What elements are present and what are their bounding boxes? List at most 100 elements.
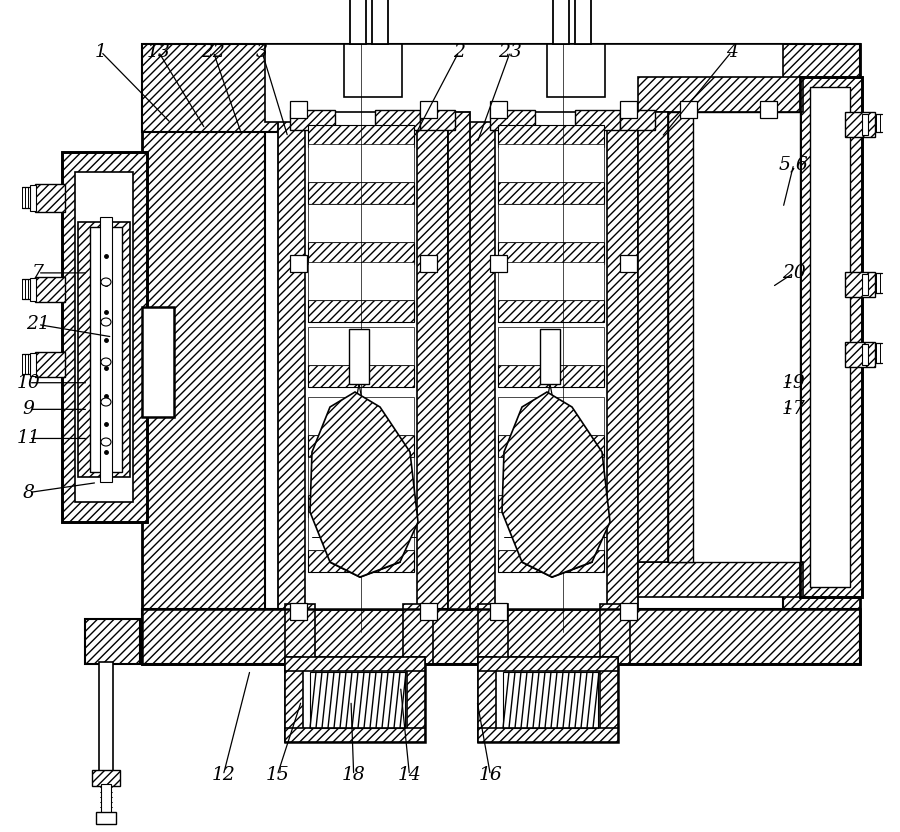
Bar	[420, 110, 455, 130]
Bar	[308, 495, 414, 517]
Bar	[845, 342, 875, 367]
Text: 13: 13	[147, 42, 170, 61]
Bar	[575, 110, 620, 130]
Bar	[142, 307, 174, 417]
Text: 7: 7	[32, 264, 44, 282]
Bar	[285, 657, 425, 671]
Bar	[490, 110, 535, 130]
Polygon shape	[310, 392, 418, 577]
Bar	[620, 110, 655, 130]
Bar	[308, 300, 414, 322]
Bar	[290, 255, 307, 272]
Text: 1: 1	[94, 42, 107, 61]
Bar	[142, 44, 860, 664]
Bar	[668, 112, 693, 562]
Bar	[862, 114, 868, 135]
Bar	[308, 365, 414, 387]
Bar	[101, 784, 111, 814]
Bar	[349, 329, 369, 384]
Text: 21: 21	[26, 315, 50, 334]
Bar	[305, 112, 417, 610]
Bar	[285, 604, 315, 664]
Bar	[498, 182, 604, 204]
Bar	[375, 110, 420, 130]
Bar	[680, 101, 697, 118]
Bar	[265, 64, 783, 610]
Bar	[265, 44, 783, 122]
Text: 11: 11	[17, 429, 40, 448]
Bar	[62, 152, 147, 522]
Bar	[498, 327, 604, 365]
Bar	[498, 435, 604, 457]
Bar	[290, 603, 307, 620]
Ellipse shape	[101, 438, 111, 446]
Bar	[800, 77, 862, 597]
Ellipse shape	[101, 358, 111, 366]
Bar	[308, 512, 414, 550]
Bar	[620, 255, 637, 272]
Bar	[498, 144, 604, 182]
Bar	[760, 101, 777, 118]
Bar	[142, 44, 860, 132]
Bar	[498, 300, 604, 322]
Bar	[100, 217, 112, 482]
Text: 4: 4	[725, 42, 738, 61]
Bar	[420, 255, 437, 272]
Bar	[290, 101, 307, 118]
Bar	[420, 603, 437, 620]
Bar	[85, 619, 140, 664]
Bar	[498, 125, 604, 147]
Bar	[478, 657, 496, 742]
Bar	[845, 112, 875, 137]
Bar	[490, 255, 507, 272]
Bar	[308, 242, 414, 264]
Bar	[575, 0, 591, 44]
Text: 9: 9	[22, 400, 35, 418]
Bar	[90, 227, 122, 472]
Bar	[448, 112, 470, 610]
Bar	[478, 657, 618, 671]
Bar	[862, 344, 868, 365]
Bar	[35, 277, 65, 302]
Bar	[335, 44, 410, 104]
Bar	[420, 101, 437, 118]
Text: 15: 15	[266, 766, 289, 785]
Bar	[810, 87, 850, 587]
Bar	[638, 562, 803, 597]
Bar	[310, 672, 405, 728]
Bar	[142, 609, 860, 664]
Bar	[547, 44, 605, 97]
Bar	[862, 274, 868, 295]
Bar	[407, 657, 425, 742]
Bar	[78, 222, 130, 477]
Text: 17: 17	[782, 400, 806, 418]
Bar	[278, 112, 448, 610]
Text: 19: 19	[782, 374, 806, 392]
Text: 12: 12	[212, 766, 235, 785]
Bar	[620, 603, 637, 620]
Polygon shape	[502, 392, 610, 577]
Bar	[35, 184, 65, 212]
Ellipse shape	[101, 278, 111, 286]
Bar	[620, 101, 637, 118]
Ellipse shape	[101, 398, 111, 406]
Text: 16: 16	[479, 766, 502, 785]
Bar	[498, 495, 604, 517]
Bar	[468, 112, 638, 610]
Bar	[308, 262, 414, 300]
Ellipse shape	[101, 318, 111, 326]
Bar	[498, 512, 604, 550]
Bar	[638, 112, 668, 562]
Bar	[553, 0, 569, 44]
Bar	[350, 0, 366, 44]
Bar	[75, 172, 133, 502]
Text: 18: 18	[342, 766, 365, 785]
Bar	[30, 353, 36, 376]
Bar	[308, 550, 414, 572]
Text: 20: 20	[782, 264, 806, 282]
Text: 3: 3	[256, 42, 268, 61]
Bar	[308, 125, 414, 147]
Bar	[498, 242, 604, 264]
Bar	[308, 397, 414, 435]
Bar	[285, 728, 425, 742]
